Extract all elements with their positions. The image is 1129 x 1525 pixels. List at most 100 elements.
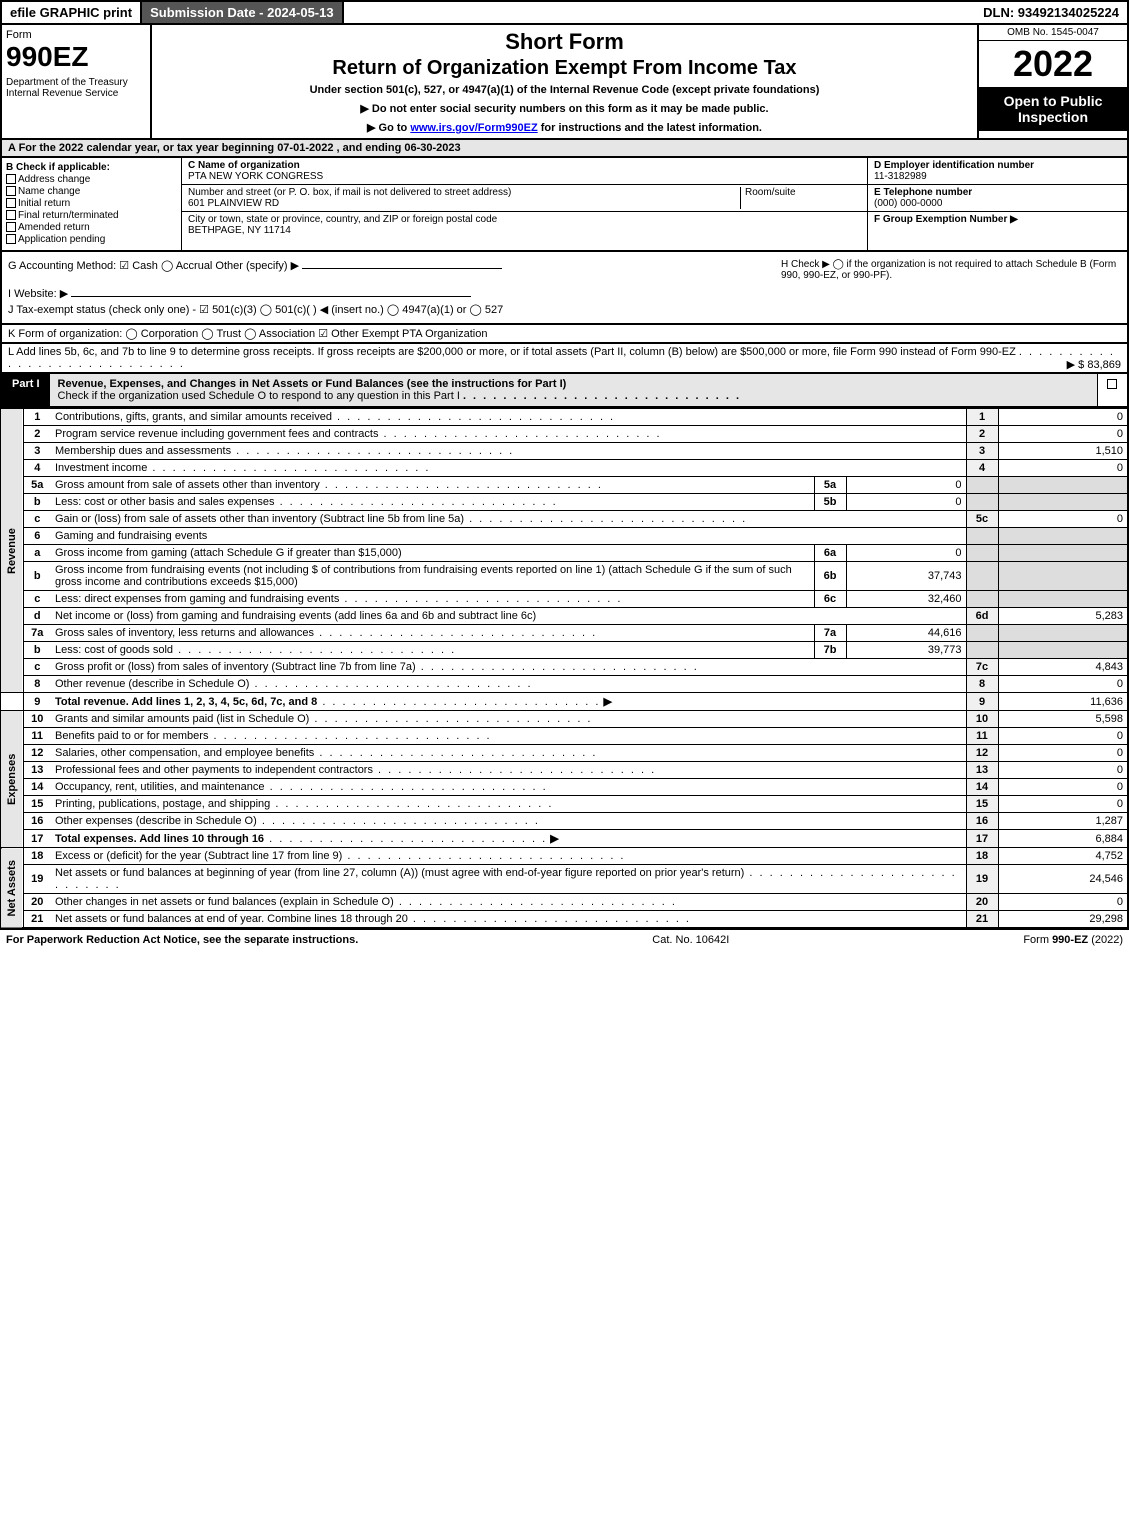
org-addr: 601 PLAINVIEW RD (188, 198, 736, 209)
part1-title: Revenue, Expenses, and Changes in Net As… (50, 374, 1097, 406)
amt-14: 0 (998, 779, 1128, 796)
form-note1: ▶ Do not enter social security numbers o… (156, 102, 973, 115)
sub-7a: 44,616 (846, 625, 966, 642)
section-ghij: G Accounting Method: ☑ Cash ◯ Accrual Ot… (0, 252, 1129, 325)
amt-9: 11,636 (998, 693, 1128, 711)
form-header: Form 990EZ Department of the Treasury In… (0, 25, 1129, 140)
section-bcdef: B Check if applicable: Address change Na… (0, 158, 1129, 252)
irs-link[interactable]: www.irs.gov/Form990EZ (410, 122, 537, 134)
note2-post: for instructions and the latest informat… (538, 122, 762, 134)
sub-7b: 39,773 (846, 642, 966, 659)
header-right: OMB No. 1545-0047 2022 Open to Public In… (977, 25, 1127, 138)
org-name: PTA NEW YORK CONGRESS (188, 171, 323, 182)
amt-6d: 5,283 (998, 608, 1128, 625)
line-j: J Tax-exempt status (check only one) - ☑… (8, 303, 1121, 316)
room-label: Room/suite (741, 187, 861, 209)
header-center: Short Form Return of Organization Exempt… (152, 25, 977, 138)
c-name-row: C Name of organization PTA NEW YORK CONG… (182, 158, 867, 185)
line-g: G Accounting Method: ☑ Cash ◯ Accrual Ot… (8, 259, 502, 281)
side-netassets: Net Assets (1, 848, 23, 929)
form-table: Revenue 1 Contributions, gifts, grants, … (0, 408, 1129, 929)
sub-6a: 0 (846, 545, 966, 562)
header-left: Form 990EZ Department of the Treasury In… (2, 25, 152, 138)
amt-19: 24,546 (998, 865, 1128, 894)
col-b: B Check if applicable: Address change Na… (2, 158, 182, 250)
form-number: 990EZ (6, 41, 146, 73)
check-initial-return[interactable]: Initial return (6, 198, 177, 209)
d-label: D Employer identification number (874, 160, 1121, 171)
sub-6b: 37,743 (846, 562, 966, 591)
amt-7c: 4,843 (998, 659, 1128, 676)
amt-17: 6,884 (998, 830, 1128, 848)
amt-4: 0 (998, 460, 1128, 477)
phone: (000) 000-0000 (874, 198, 1121, 209)
top-bar: efile GRAPHIC print Submission Date - 20… (0, 0, 1129, 25)
footer-right: Form 990-EZ (2022) (1023, 934, 1123, 946)
form-subtitle: Under section 501(c), 527, or 4947(a)(1)… (156, 84, 973, 96)
form-note2: ▶ Go to www.irs.gov/Form990EZ for instru… (156, 121, 973, 134)
tax-year: 2022 (979, 41, 1127, 87)
amt-8: 0 (998, 676, 1128, 693)
dln-number: DLN: 93492134025224 (975, 2, 1127, 23)
top-bar-spacer (344, 2, 976, 23)
amt-11: 0 (998, 728, 1128, 745)
submission-date: Submission Date - 2024-05-13 (142, 2, 344, 23)
line-h: H Check ▶ ◯ if the organization is not r… (781, 259, 1121, 281)
efile-label: efile GRAPHIC print (2, 2, 142, 23)
col-c: C Name of organization PTA NEW YORK CONG… (182, 158, 867, 250)
amt-20: 0 (998, 894, 1128, 911)
side-revenue: Revenue (1, 409, 23, 693)
row-l-text: L Add lines 5b, 6c, and 7b to line 9 to … (8, 346, 1016, 358)
sub-6c: 32,460 (846, 591, 966, 608)
check-name-change[interactable]: Name change (6, 186, 177, 197)
amt-21: 29,298 (998, 911, 1128, 929)
b-label: B Check if applicable: (6, 162, 177, 173)
omb-number: OMB No. 1545-0047 (979, 25, 1127, 41)
check-pending[interactable]: Application pending (6, 234, 177, 245)
sub-5a: 0 (846, 477, 966, 494)
footer-left: For Paperwork Reduction Act Notice, see … (6, 934, 358, 946)
ein: 11-3182989 (874, 171, 1121, 182)
part1-check-text: Check if the organization used Schedule … (58, 390, 460, 402)
amt-18: 4,752 (998, 848, 1128, 865)
c-city-label: City or town, state or province, country… (188, 214, 861, 225)
amt-13: 0 (998, 762, 1128, 779)
org-city: BETHPAGE, NY 11714 (188, 225, 861, 236)
line-i: I Website: ▶ (8, 287, 1121, 300)
amt-12: 0 (998, 745, 1128, 762)
f-label: F Group Exemption Number ▶ (874, 214, 1121, 225)
footer-center: Cat. No. 10642I (652, 934, 729, 946)
row-k: K Form of organization: ◯ Corporation ◯ … (0, 325, 1129, 344)
check-final-return[interactable]: Final return/terminated (6, 210, 177, 221)
amt-10: 5,598 (998, 711, 1128, 728)
sub-5b: 0 (846, 494, 966, 511)
c-name-label: C Name of organization (188, 160, 323, 171)
amt-16: 1,287 (998, 813, 1128, 830)
short-form-title: Short Form (156, 29, 973, 55)
c-addr-row: Number and street (or P. O. box, if mail… (182, 185, 867, 212)
part1-header: Part I Revenue, Expenses, and Changes in… (0, 374, 1129, 408)
amt-15: 0 (998, 796, 1128, 813)
row-l-amount: ▶ $ 83,869 (1067, 358, 1121, 371)
row-l: L Add lines 5b, 6c, and 7b to line 9 to … (0, 344, 1129, 374)
part1-label: Part I (2, 374, 50, 406)
note2-pre: ▶ Go to (367, 122, 410, 134)
e-label: E Telephone number (874, 187, 1121, 198)
c-city-row: City or town, state or province, country… (182, 212, 867, 238)
c-addr-label: Number and street (or P. O. box, if mail… (188, 187, 736, 198)
amt-3: 1,510 (998, 443, 1128, 460)
row-a: A For the 2022 calendar year, or tax yea… (0, 140, 1129, 158)
dept-label: Department of the Treasury Internal Reve… (6, 77, 146, 99)
part1-check[interactable] (1097, 374, 1127, 406)
amt-5c: 0 (998, 511, 1128, 528)
amt-1: 0 (998, 409, 1128, 426)
inspection-label: Open to Public Inspection (979, 87, 1127, 131)
page-footer: For Paperwork Reduction Act Notice, see … (0, 929, 1129, 950)
check-amended[interactable]: Amended return (6, 222, 177, 233)
side-expenses: Expenses (1, 711, 23, 848)
amt-2: 0 (998, 426, 1128, 443)
check-address-change[interactable]: Address change (6, 174, 177, 185)
form-title: Return of Organization Exempt From Incom… (156, 57, 973, 80)
col-de: D Employer identification number 11-3182… (867, 158, 1127, 250)
form-word: Form (6, 29, 146, 41)
